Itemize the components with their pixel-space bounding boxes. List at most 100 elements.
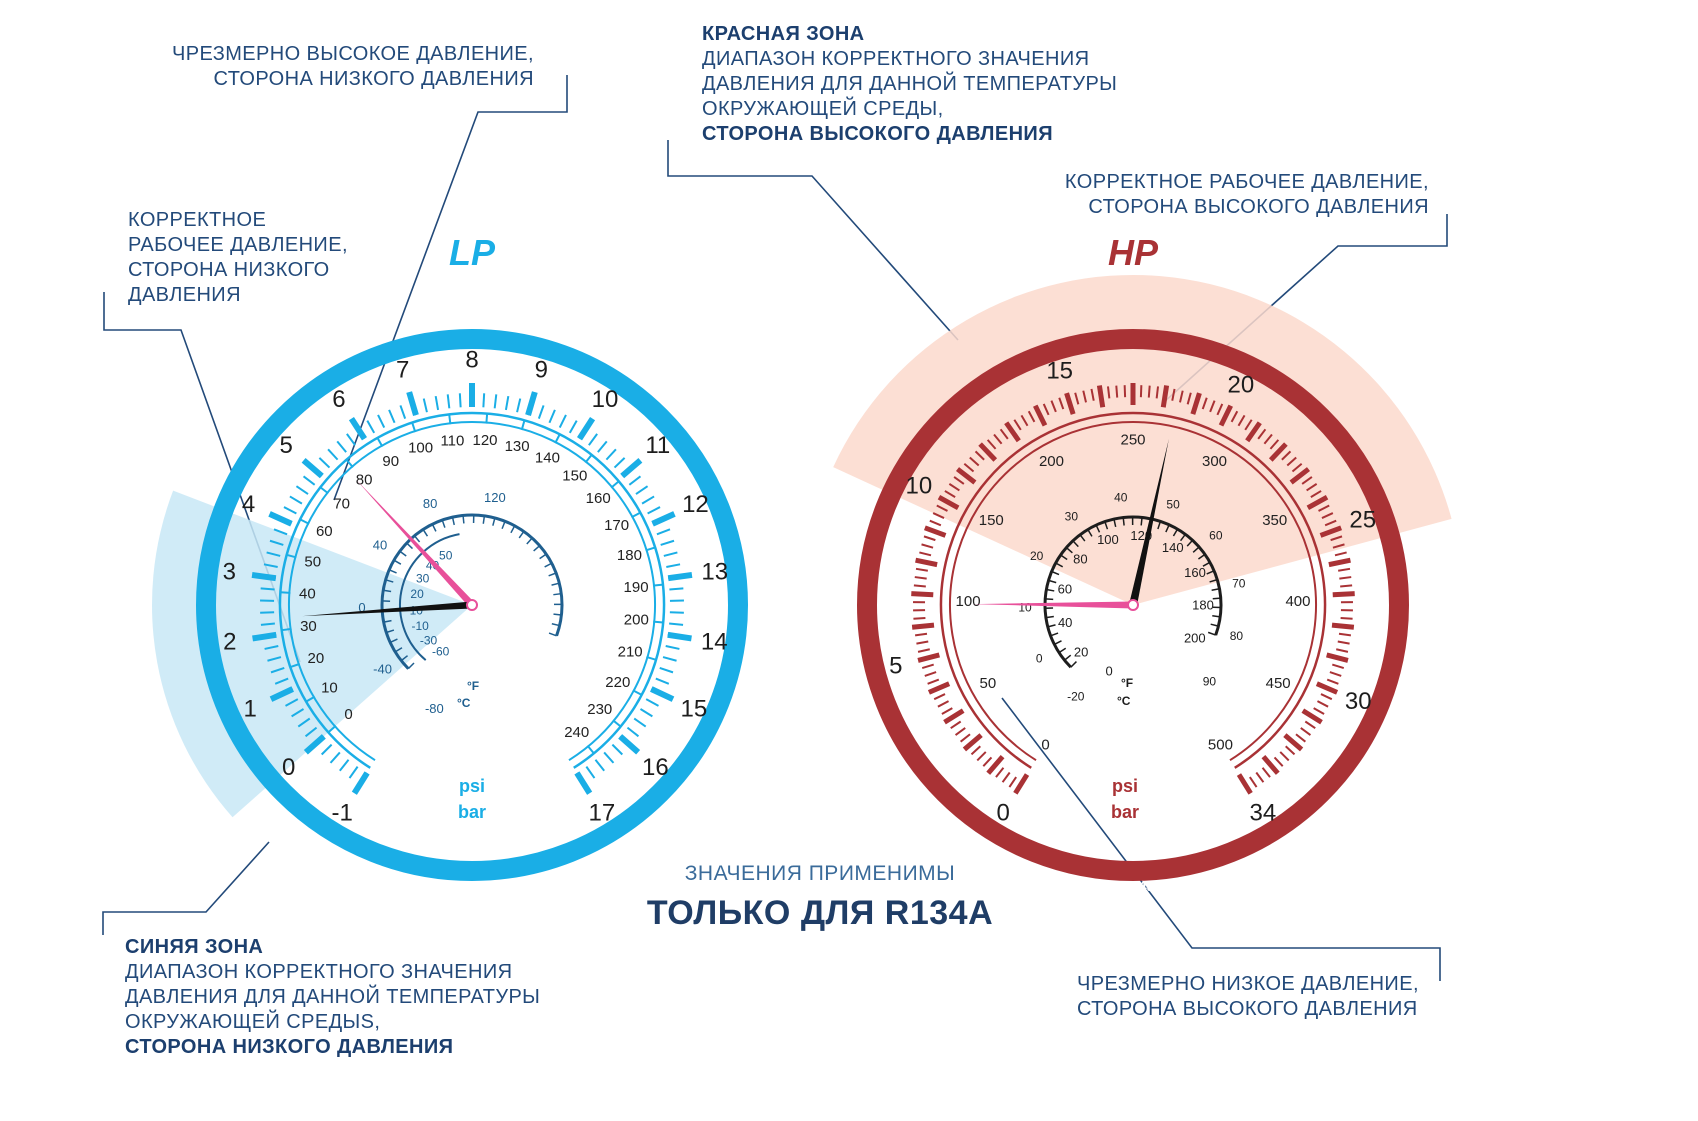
lp-bar-minor-tick (666, 563, 681, 568)
hp-temp-c-label: -20 (1067, 690, 1085, 704)
lp-psi-label: 40 (299, 586, 316, 603)
hp-gauge: 0510152025303405010015020025030035040045… (833, 232, 1452, 895)
hp-bar-mid-tick (1004, 421, 1021, 443)
hp-bar-minor-tick (1326, 678, 1339, 685)
hp-temp-f-label: 40 (1058, 615, 1072, 630)
lp-bar-major-tick (576, 416, 596, 441)
leader-lp-correct (103, 292, 301, 663)
hp-temp-f-label: 200 (1184, 630, 1206, 645)
lp-bar-minor-tick (669, 622, 684, 626)
hp-pink-needle (973, 601, 1134, 609)
lp-bar-label: 7 (396, 357, 409, 384)
lp-bar-minor-tick (302, 475, 316, 486)
hp-temp-f-tick (1209, 578, 1218, 583)
lp-bar-minor-tick (346, 433, 356, 446)
hp-temp-f-tick (1202, 561, 1211, 567)
hp-bar-label: 34 (1249, 799, 1276, 826)
hp-bar-mid-tick (1301, 708, 1323, 725)
lp-bar-minor-tick (558, 414, 567, 428)
lp-psi-tick (652, 583, 664, 587)
lp-temp-c-label: -60 (432, 644, 450, 658)
lp-psi-tick (281, 627, 292, 632)
hp-bar-minor-tick (1001, 771, 1011, 783)
hp-bar-label: 5 (889, 653, 902, 680)
hp-bar-mid-tick (911, 591, 934, 598)
hp-temp-f-unit: °F (1121, 676, 1133, 690)
lp-temp-c-unit: °C (457, 696, 471, 710)
lp-bar-major-tick (301, 458, 324, 479)
hp-bar-minor-tick (1273, 756, 1284, 767)
hp-bar-minor-tick (1147, 385, 1151, 398)
lp-bar-major-tick (252, 631, 277, 642)
red-zone-title: КРАСНАЯ ЗОНА (702, 23, 865, 45)
lp-bar-minor-tick (274, 677, 289, 685)
callout-lp-over-pressure: ЧРЕЗМЕРНО ВЫСОКОЕ ДАВЛЕНИЕ, СТОРОНА НИЗК… (171, 43, 534, 90)
hp-psi-label: 500 (1208, 736, 1233, 753)
lp-psi-label: 150 (562, 467, 587, 484)
hp-temp-f-tick (1079, 534, 1086, 542)
hp-temp-f-tick (1087, 529, 1093, 537)
hp-bar-label: 20 (1228, 372, 1255, 399)
lp-temp-c-label: 50 (439, 549, 453, 563)
lp-psi-label: 240 (564, 724, 589, 741)
lp-bar-minor-tick (605, 448, 617, 461)
hp-bar-minor-tick (913, 584, 926, 588)
callout-hp-under-pressure: ЧРЕЗМЕРНО НИЗКОЕ ДАВЛЕНИЕ, СТОРОНА ВЫСОК… (1077, 973, 1419, 1020)
hp-bar-minor-tick (1255, 771, 1265, 783)
lp-psi-label: 160 (586, 490, 611, 507)
hp-bar-minor-tick (1209, 400, 1216, 413)
lp-needle-hub (466, 599, 478, 611)
hp-bar-minor-tick (1244, 419, 1253, 431)
hp-black-needle (1129, 438, 1169, 606)
lp-bar-minor-tick (628, 475, 642, 486)
lp-psi-tick (632, 689, 643, 696)
lp-temp-f-tick (462, 515, 465, 524)
lp-bar-label: 16 (642, 754, 669, 781)
hp-temp-f-tick (1211, 588, 1220, 591)
lp-bar-minor-tick (329, 751, 341, 764)
lp-bar-minor-tick (641, 495, 655, 505)
lp-temp-f-tick (482, 515, 486, 524)
hp-bar-minor-tick (982, 756, 993, 767)
lp-psi-tick (631, 511, 641, 519)
lp-bar-minor-tick (482, 393, 486, 408)
lp-bar-minor-tick (626, 726, 640, 738)
lp-bar-minor-tick (366, 420, 376, 434)
lp-bar-major-tick (269, 686, 294, 702)
lp-bar-minor-tick (669, 611, 684, 614)
applicability-note: ЗНАЧЕНИЯ ПРИМЕНИМЫ ТОЛЬКО ДЛЯ R134A (600, 862, 1040, 933)
lp-psi-tick (653, 620, 664, 624)
hp-temp-f-tick (1060, 554, 1068, 561)
lp-psi-tick (280, 591, 291, 594)
hp-bar-minor-tick (1074, 392, 1080, 405)
hp-bar-mid-tick (1236, 773, 1253, 795)
lp-temp-f-tick (548, 572, 557, 577)
lp-bar-minor-tick (663, 551, 678, 557)
hp-bar-mid-tick (1315, 681, 1339, 695)
hp-psi-label: 300 (1202, 453, 1227, 470)
hp-bar-minor-tick (1216, 403, 1224, 416)
hp-bar-minor-tick (917, 648, 930, 653)
hp-bar-mid-tick (943, 708, 965, 725)
hp-bar-minor-tick (1310, 490, 1322, 498)
hp-temp-c-label: 60 (1209, 529, 1223, 543)
lp-temp-f-tick (539, 553, 547, 560)
lp-psi-label: 170 (604, 517, 629, 534)
lp-bar-minor-tick (635, 485, 649, 495)
lp-bar-label: -1 (331, 799, 352, 826)
lp-psi-tick (376, 437, 384, 448)
hp-bar-minor-tick (948, 483, 960, 492)
hp-temp-f-tick (1192, 546, 1200, 553)
lp-psi-label: 110 (440, 433, 464, 450)
lp-temp-f-tick (518, 530, 525, 539)
hp-temp-f-label: 180 (1192, 598, 1214, 613)
hp-temp-f-tick (1046, 588, 1055, 592)
hp-bar-mid-tick (1033, 404, 1048, 427)
hp-bar-minor-tick (976, 751, 987, 762)
lp-psi-tick (345, 459, 354, 468)
hp-bar-mid-tick (1319, 525, 1343, 538)
hp-bar-label: 15 (1046, 358, 1073, 385)
leader-red-zone (667, 140, 959, 341)
lp-psi-tick (305, 695, 316, 703)
